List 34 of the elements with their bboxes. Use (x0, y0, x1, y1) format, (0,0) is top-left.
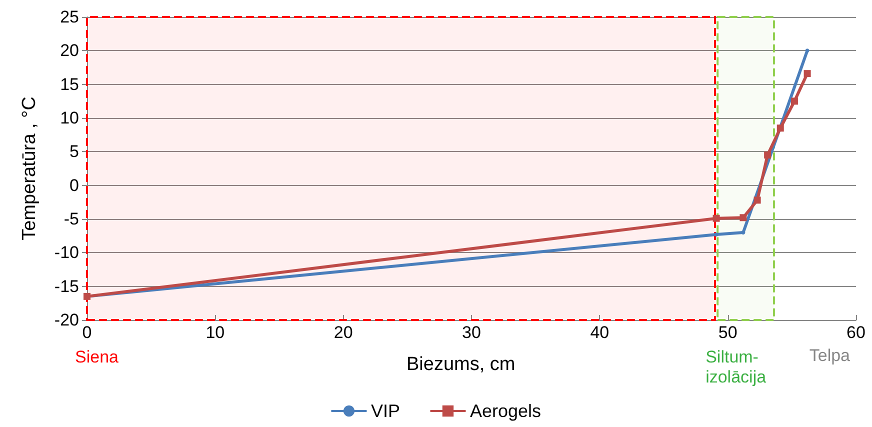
x-tick-label: 50 (718, 323, 738, 342)
y-tick-label: 15 (60, 74, 79, 94)
point (712, 214, 720, 222)
point (804, 70, 811, 78)
band-label: Siltum- izolācija (706, 348, 767, 386)
point (776, 124, 784, 132)
legend-label: Aerogels (470, 401, 542, 421)
point (714, 232, 718, 236)
point (764, 152, 772, 159)
x-tick-label: 0 (82, 323, 92, 342)
point (805, 48, 810, 53)
y-axis-title: Temperatūra , °C (19, 96, 40, 240)
y-tick-label: 25 (60, 8, 79, 26)
y-tick-label: 0 (70, 176, 79, 195)
x-tick-label: 60 (846, 323, 866, 342)
point (754, 196, 761, 204)
point (741, 230, 746, 234)
y-tick-label: -15 (54, 276, 79, 296)
y-tick-label: 10 (60, 108, 79, 128)
band-label: Siena (75, 348, 120, 366)
y-tick-label: -20 (54, 310, 79, 330)
text: Telpa (809, 346, 851, 365)
x-axis-title: Biezums, cm (406, 354, 516, 375)
y-tick-label: -5 (64, 210, 79, 228)
point (790, 98, 798, 105)
x-tick-label: 20 (334, 323, 353, 342)
x-tick-label: 30 (462, 323, 481, 342)
x-tick-label: 40 (590, 323, 610, 342)
y-tick-label: 20 (60, 41, 79, 60)
y-tick-label: -10 (54, 243, 79, 262)
point (740, 214, 747, 222)
y-tick-label: 5 (70, 142, 79, 162)
x-tick-label: 10 (206, 323, 225, 342)
legend-label: VIP (370, 401, 400, 421)
